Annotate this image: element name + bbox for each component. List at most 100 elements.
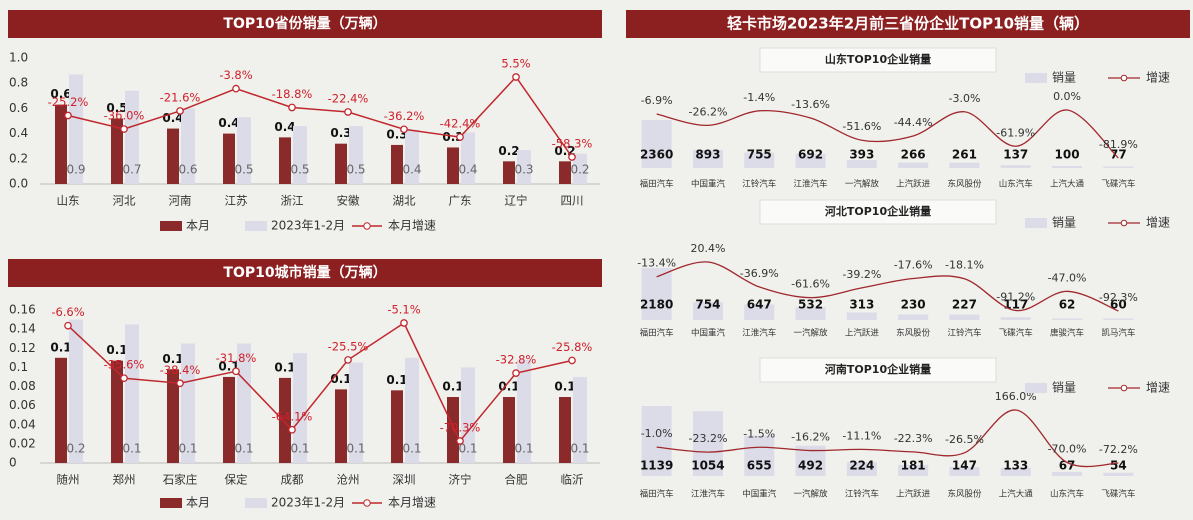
x-tick-label: 唐骏汽车: [1050, 328, 1084, 339]
bar: [349, 126, 363, 184]
bar: [517, 359, 531, 463]
legend-swatch: [245, 498, 267, 508]
chart-title: 山东TOP10企业销量: [825, 52, 931, 66]
growth-label: -31.8%: [216, 351, 257, 365]
bar: [846, 312, 877, 320]
chart-title: TOP10省份销量（万辆）: [223, 15, 386, 32]
legend-swatch: [1120, 219, 1128, 227]
growth-label: -47.0%: [1048, 271, 1087, 284]
y-tick-label: 0.12: [9, 341, 36, 355]
bar: [898, 464, 929, 476]
growth-label: -11.1%: [842, 429, 881, 442]
legend-swatch: [1025, 218, 1047, 228]
y-tick-label: 0.1: [9, 360, 28, 374]
legend-label: 增速: [1146, 216, 1170, 230]
x-tick-label: 山东汽车: [1050, 489, 1084, 500]
growth-label: -51.6%: [842, 120, 881, 133]
line-marker: [64, 321, 72, 330]
x-tick-label: 飞碟汽车: [1101, 489, 1135, 500]
y-tick-label: 0.16: [9, 303, 36, 317]
value-label: 655: [747, 459, 772, 473]
chart-header: [8, 259, 602, 287]
value-label: 0.1: [178, 442, 197, 456]
growth-label: -3.0%: [948, 92, 980, 105]
legend-label: 本月增速: [388, 496, 436, 510]
value-label: 230: [901, 298, 926, 312]
bar: [795, 307, 826, 320]
growth-label: -6.9%: [641, 94, 673, 107]
value-label: 0.1: [498, 380, 519, 394]
bar: [1103, 166, 1134, 168]
bar: [335, 143, 347, 184]
growth-label: 166.0%: [995, 390, 1037, 403]
legend-swatch: [245, 221, 267, 231]
value-label: 2360: [640, 148, 673, 162]
x-tick-label: 飞碟汽车: [1101, 179, 1135, 190]
legend-label: 增速: [1146, 71, 1170, 85]
growth-label: -26.2%: [688, 105, 727, 118]
bar: [573, 153, 587, 184]
growth-label: -6.6%: [51, 305, 84, 319]
x-tick-label: 山东: [57, 194, 80, 208]
value-label: 755: [747, 148, 772, 162]
line-marker: [120, 125, 128, 133]
x-tick-label: 安徽: [337, 194, 360, 208]
value-label: 393: [849, 148, 874, 162]
bar: [69, 319, 83, 463]
x-tick-label: 江淮汽车: [742, 328, 776, 339]
value-label: 0.1: [386, 373, 407, 387]
bar: [293, 353, 307, 463]
growth-label: -1.4%: [743, 91, 775, 104]
x-tick-label: 石家庄: [163, 473, 198, 487]
growth-label: -61.9%: [996, 126, 1035, 139]
bar: [447, 397, 459, 463]
bar: [461, 132, 475, 184]
value-label: 181: [901, 459, 926, 473]
value-label: 0.1: [162, 352, 183, 366]
bar: [517, 149, 531, 184]
bar: [1052, 165, 1083, 168]
growth-label: -25.5%: [328, 339, 369, 353]
value-label: 0.9: [66, 163, 85, 177]
growth-label: -36.9%: [740, 267, 779, 280]
bar: [641, 406, 672, 476]
legend-label: 销量: [1052, 216, 1076, 230]
legend-swatch: [160, 221, 182, 231]
bar: [503, 397, 515, 463]
chart-title-box: [759, 47, 997, 73]
bar: [573, 376, 587, 463]
value-label: 0.5: [106, 101, 127, 115]
y-tick-label: 0.0: [9, 177, 28, 191]
value-label: 0.1: [514, 442, 533, 456]
line-marker: [456, 133, 464, 141]
y-tick-label: 0.02: [9, 436, 36, 450]
growth-line: [656, 261, 1119, 312]
bar: [55, 357, 67, 463]
value-label: 117: [1003, 298, 1028, 312]
bar: [293, 126, 307, 184]
bar: [125, 324, 139, 463]
x-tick-label: 中国重汽: [742, 489, 777, 500]
value-label: 67: [1059, 459, 1076, 473]
value-label: 100: [1055, 148, 1080, 162]
bar: [559, 161, 571, 184]
line-marker: [568, 153, 576, 161]
panel-header: [626, 10, 1190, 38]
line-marker: [288, 103, 296, 112]
growth-label: -36.0%: [104, 109, 145, 123]
y-tick-label: 1.0: [9, 51, 28, 65]
value-label: 0.1: [458, 442, 477, 456]
value-label: 0.1: [442, 380, 463, 394]
growth-label: 0.0%: [1053, 90, 1081, 103]
x-tick-label: 中国重汽: [691, 179, 726, 190]
chart-title-box: [759, 357, 997, 383]
value-label: 0.6: [50, 87, 71, 101]
x-tick-label: 上汽跃进: [896, 489, 931, 500]
growth-label: -16.2%: [791, 431, 830, 444]
value-label: 1139: [640, 459, 673, 473]
y-tick-label: 0.6: [9, 101, 28, 115]
value-label: 893: [695, 148, 720, 162]
growth-label: -58.3%: [552, 137, 593, 151]
x-tick-label: 江铃汽车: [845, 489, 879, 500]
x-tick-label: 福田汽车: [640, 489, 674, 500]
